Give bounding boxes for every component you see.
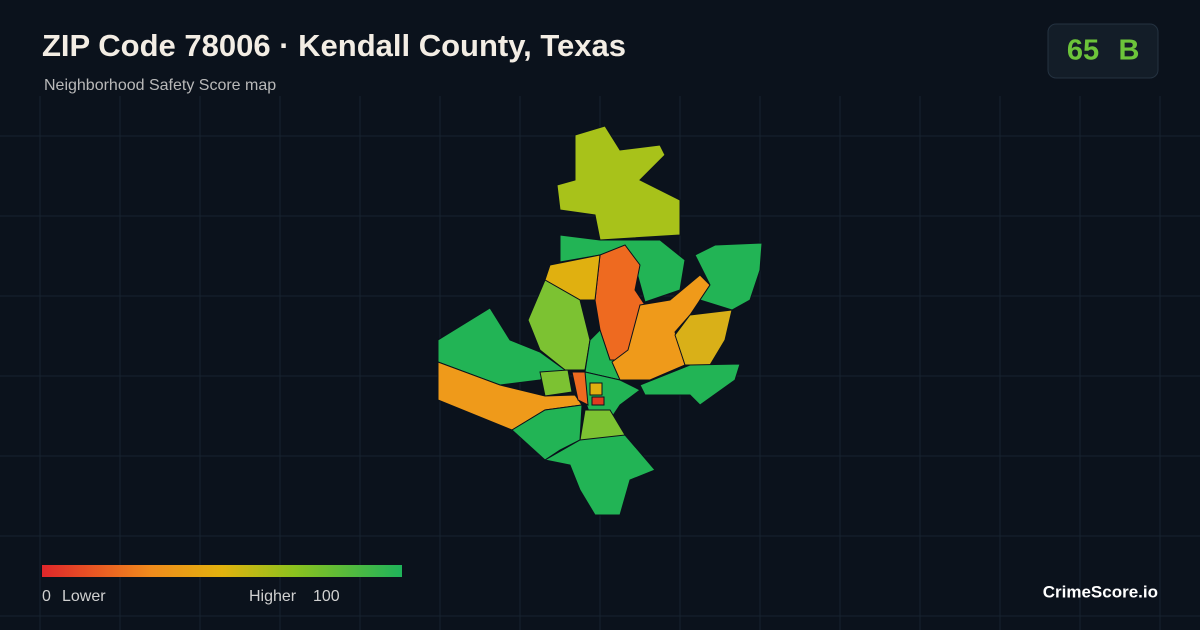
title: ZIP Code 78006 · Kendall County, Texas xyxy=(42,28,626,63)
map-region xyxy=(591,396,605,406)
map-region xyxy=(694,242,763,311)
legend-max: 100 xyxy=(313,588,340,605)
legend-min-label: Lower xyxy=(62,588,106,605)
score-grade: B xyxy=(1119,35,1140,67)
brand: CrimeScore.io xyxy=(1043,582,1158,601)
legend-max-label: Higher xyxy=(249,588,297,605)
score-value: 65 xyxy=(1067,35,1099,67)
zip-map xyxy=(437,125,763,516)
map-region xyxy=(571,371,589,406)
legend-min: 0 xyxy=(42,588,51,605)
map-region xyxy=(527,279,591,371)
subtitle: Neighborhood Safety Score map xyxy=(44,77,276,94)
map-region xyxy=(543,434,656,516)
map-region xyxy=(539,369,573,397)
map-region xyxy=(589,382,603,396)
map-region xyxy=(544,254,601,301)
map-region xyxy=(639,363,741,406)
background-grid xyxy=(0,96,1200,630)
legend-color-bar xyxy=(42,565,402,577)
map-region xyxy=(556,125,681,241)
score-badge xyxy=(1047,23,1159,79)
